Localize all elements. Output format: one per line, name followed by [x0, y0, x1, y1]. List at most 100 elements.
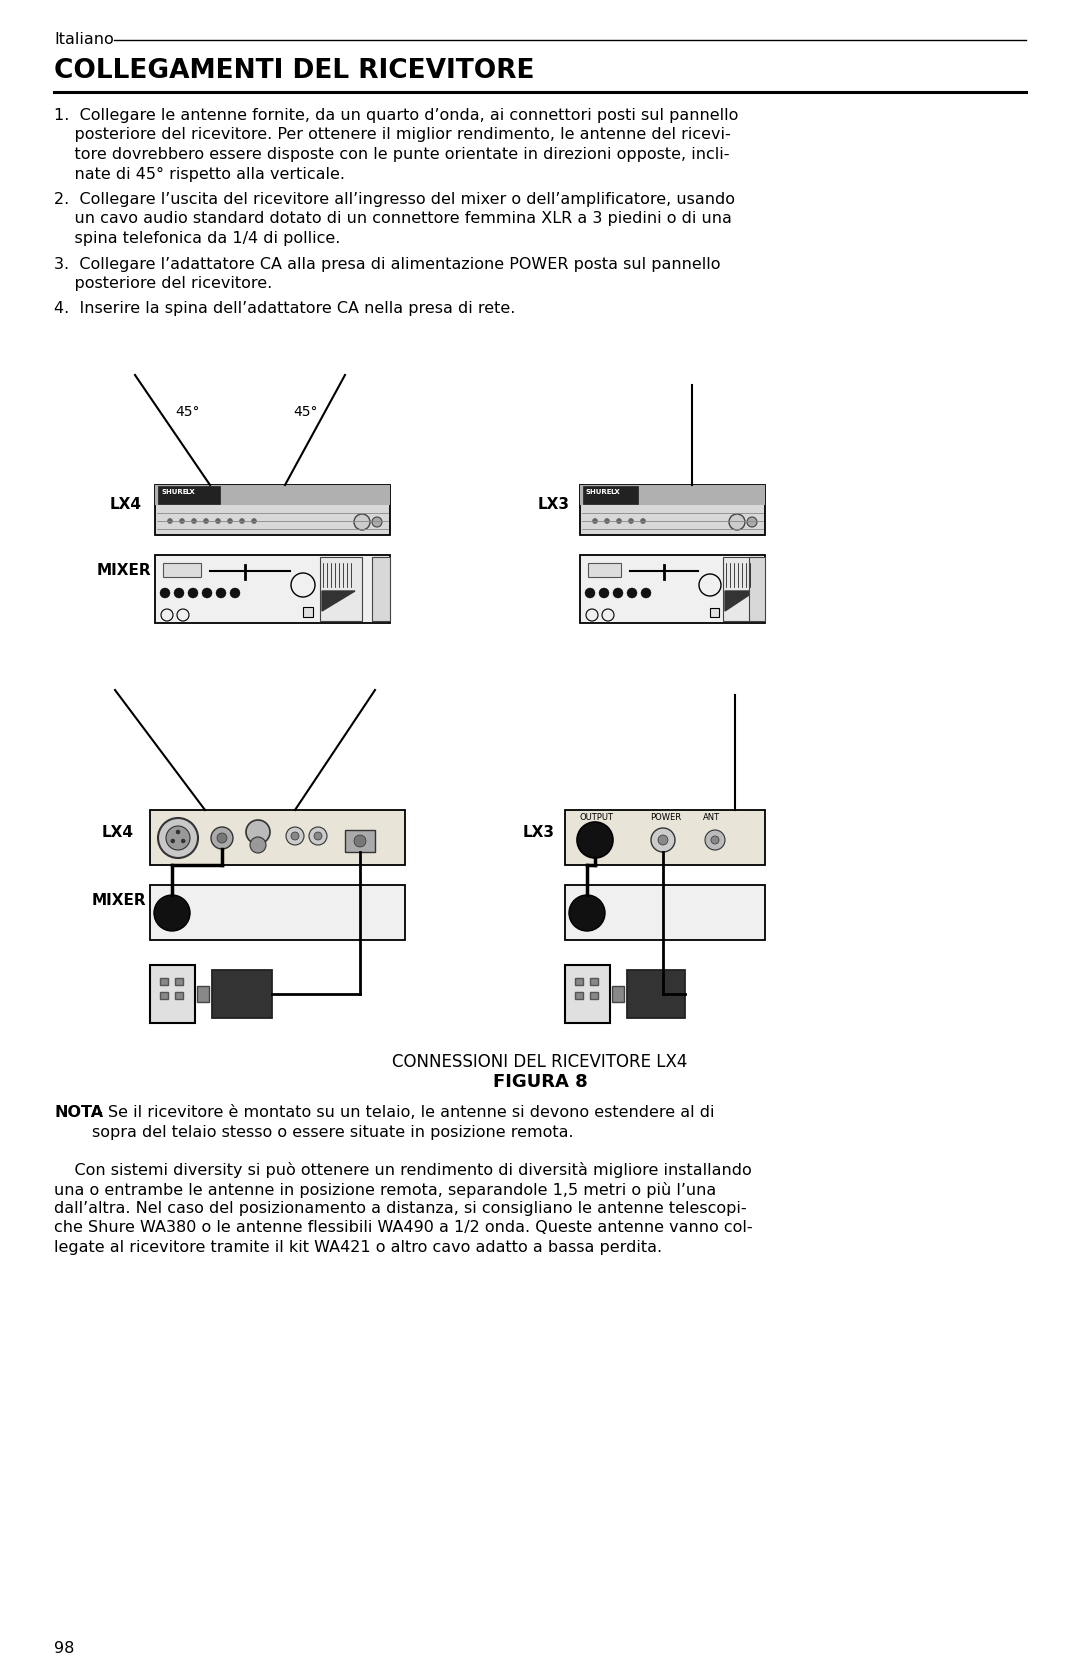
Circle shape: [240, 519, 244, 524]
Bar: [150, 965, 195, 1023]
Circle shape: [613, 587, 623, 598]
Bar: [575, 978, 583, 985]
Circle shape: [286, 828, 303, 845]
Text: - Se il ricevitore è montato su un telaio, le antenne si devono estendere al di: - Se il ricevitore è montato su un telai…: [92, 1105, 715, 1120]
Text: 3.  Collegare l’adattatore CA alla presa di alimentazione POWER posta sul pannel: 3. Collegare l’adattatore CA alla presa …: [54, 257, 720, 272]
Circle shape: [181, 840, 185, 843]
Text: posteriore del ricevitore.: posteriore del ricevitore.: [54, 275, 272, 290]
Text: che Shure WA380 o le antenne flessibili WA490 a 1/2 onda. Queste antenne vanno c: che Shure WA380 o le antenne flessibili …: [54, 1220, 753, 1235]
Bar: [320, 557, 362, 621]
Bar: [150, 885, 405, 940]
Bar: [156, 556, 390, 623]
Text: 45°: 45°: [293, 406, 318, 419]
Circle shape: [651, 828, 675, 851]
Text: POWER: POWER: [650, 813, 681, 823]
Text: spina telefonica da 1/4 di pollice.: spina telefonica da 1/4 di pollice.: [54, 230, 340, 245]
Circle shape: [314, 833, 322, 840]
Bar: [627, 970, 685, 1018]
Circle shape: [309, 828, 327, 845]
Bar: [345, 829, 375, 851]
Text: MIXER: MIXER: [92, 893, 147, 908]
Circle shape: [217, 833, 227, 843]
Circle shape: [354, 834, 366, 846]
Bar: [590, 991, 598, 1000]
Text: 98: 98: [54, 1641, 75, 1656]
Text: Con sistemi diversity si può ottenere un rendimento di diversità migliore instal: Con sistemi diversity si può ottenere un…: [54, 1162, 752, 1178]
Circle shape: [158, 818, 198, 858]
Bar: [160, 991, 168, 1000]
Bar: [197, 986, 210, 1001]
Text: Italiano: Italiano: [54, 32, 113, 47]
Bar: [723, 557, 761, 621]
Text: ANT: ANT: [703, 813, 720, 823]
Bar: [750, 557, 765, 621]
Bar: [580, 486, 765, 506]
Circle shape: [354, 514, 370, 531]
Bar: [575, 991, 583, 1000]
Text: LX: LX: [185, 489, 194, 496]
Circle shape: [166, 826, 190, 850]
Text: MIXER: MIXER: [97, 562, 151, 577]
Circle shape: [179, 519, 185, 524]
Polygon shape: [322, 591, 355, 611]
Circle shape: [211, 828, 233, 850]
Text: nate di 45° rispetto alla verticale.: nate di 45° rispetto alla verticale.: [54, 167, 345, 182]
Circle shape: [705, 829, 725, 850]
Circle shape: [216, 587, 226, 598]
Text: posteriore del ricevitore. Per ottenere il miglior rendimento, le antenne del ri: posteriore del ricevitore. Per ottenere …: [54, 127, 731, 142]
Bar: [565, 965, 610, 1023]
Circle shape: [154, 895, 190, 931]
Text: LX4: LX4: [110, 497, 141, 512]
Circle shape: [188, 587, 198, 598]
Text: 2.  Collegare l’uscita del ricevitore all’ingresso del mixer o dell’amplificator: 2. Collegare l’uscita del ricevitore all…: [54, 192, 735, 207]
Text: CONNESSIONI DEL RICEVITORE LX4: CONNESSIONI DEL RICEVITORE LX4: [392, 1053, 688, 1071]
Circle shape: [605, 519, 609, 524]
Circle shape: [569, 895, 605, 931]
Circle shape: [160, 587, 170, 598]
Circle shape: [729, 514, 745, 531]
Circle shape: [176, 829, 180, 834]
Text: LX: LX: [610, 489, 620, 496]
Bar: [303, 608, 313, 618]
Bar: [160, 978, 168, 985]
Text: LX4: LX4: [102, 824, 134, 840]
Circle shape: [642, 587, 651, 598]
Circle shape: [252, 519, 257, 524]
Circle shape: [599, 587, 609, 598]
Bar: [175, 978, 183, 985]
Circle shape: [640, 519, 646, 524]
Text: 1.  Collegare le antenne fornite, da un quarto d’onda, ai connettori posti sul p: 1. Collegare le antenne fornite, da un q…: [54, 108, 739, 124]
Text: FIGURA 8: FIGURA 8: [492, 1073, 588, 1092]
Circle shape: [249, 836, 266, 853]
Bar: [588, 562, 621, 577]
Circle shape: [174, 587, 184, 598]
Circle shape: [202, 587, 212, 598]
Circle shape: [191, 519, 197, 524]
Bar: [156, 486, 390, 536]
Bar: [150, 809, 405, 865]
Bar: [580, 556, 765, 623]
Text: 45°: 45°: [175, 406, 200, 419]
Circle shape: [711, 836, 719, 845]
Text: legate al ricevitore tramite il kit WA421 o altro cavo adatto a bassa perdita.: legate al ricevitore tramite il kit WA42…: [54, 1240, 662, 1255]
Circle shape: [577, 823, 613, 858]
Bar: [156, 486, 390, 506]
Bar: [710, 608, 719, 618]
Text: dall’altra. Nel caso del posizionamento a distanza, si consigliano le antenne te: dall’altra. Nel caso del posizionamento …: [54, 1202, 746, 1217]
Circle shape: [216, 519, 220, 524]
Text: SHURE: SHURE: [161, 489, 188, 496]
Bar: [565, 809, 765, 865]
Text: sopra del telaio stesso o essere situate in posizione remota.: sopra del telaio stesso o essere situate…: [92, 1125, 573, 1140]
Circle shape: [658, 834, 669, 845]
Circle shape: [246, 819, 270, 845]
Circle shape: [230, 587, 240, 598]
Text: LX3: LX3: [523, 824, 555, 840]
Circle shape: [228, 519, 232, 524]
Circle shape: [629, 519, 634, 524]
Text: LX3: LX3: [538, 497, 570, 512]
Circle shape: [593, 519, 597, 524]
Bar: [590, 978, 598, 985]
Text: NOTA: NOTA: [54, 1105, 103, 1120]
Text: 4.  Inserire la spina dell’adattatore CA nella presa di rete.: 4. Inserire la spina dell’adattatore CA …: [54, 302, 515, 317]
Bar: [612, 986, 624, 1001]
